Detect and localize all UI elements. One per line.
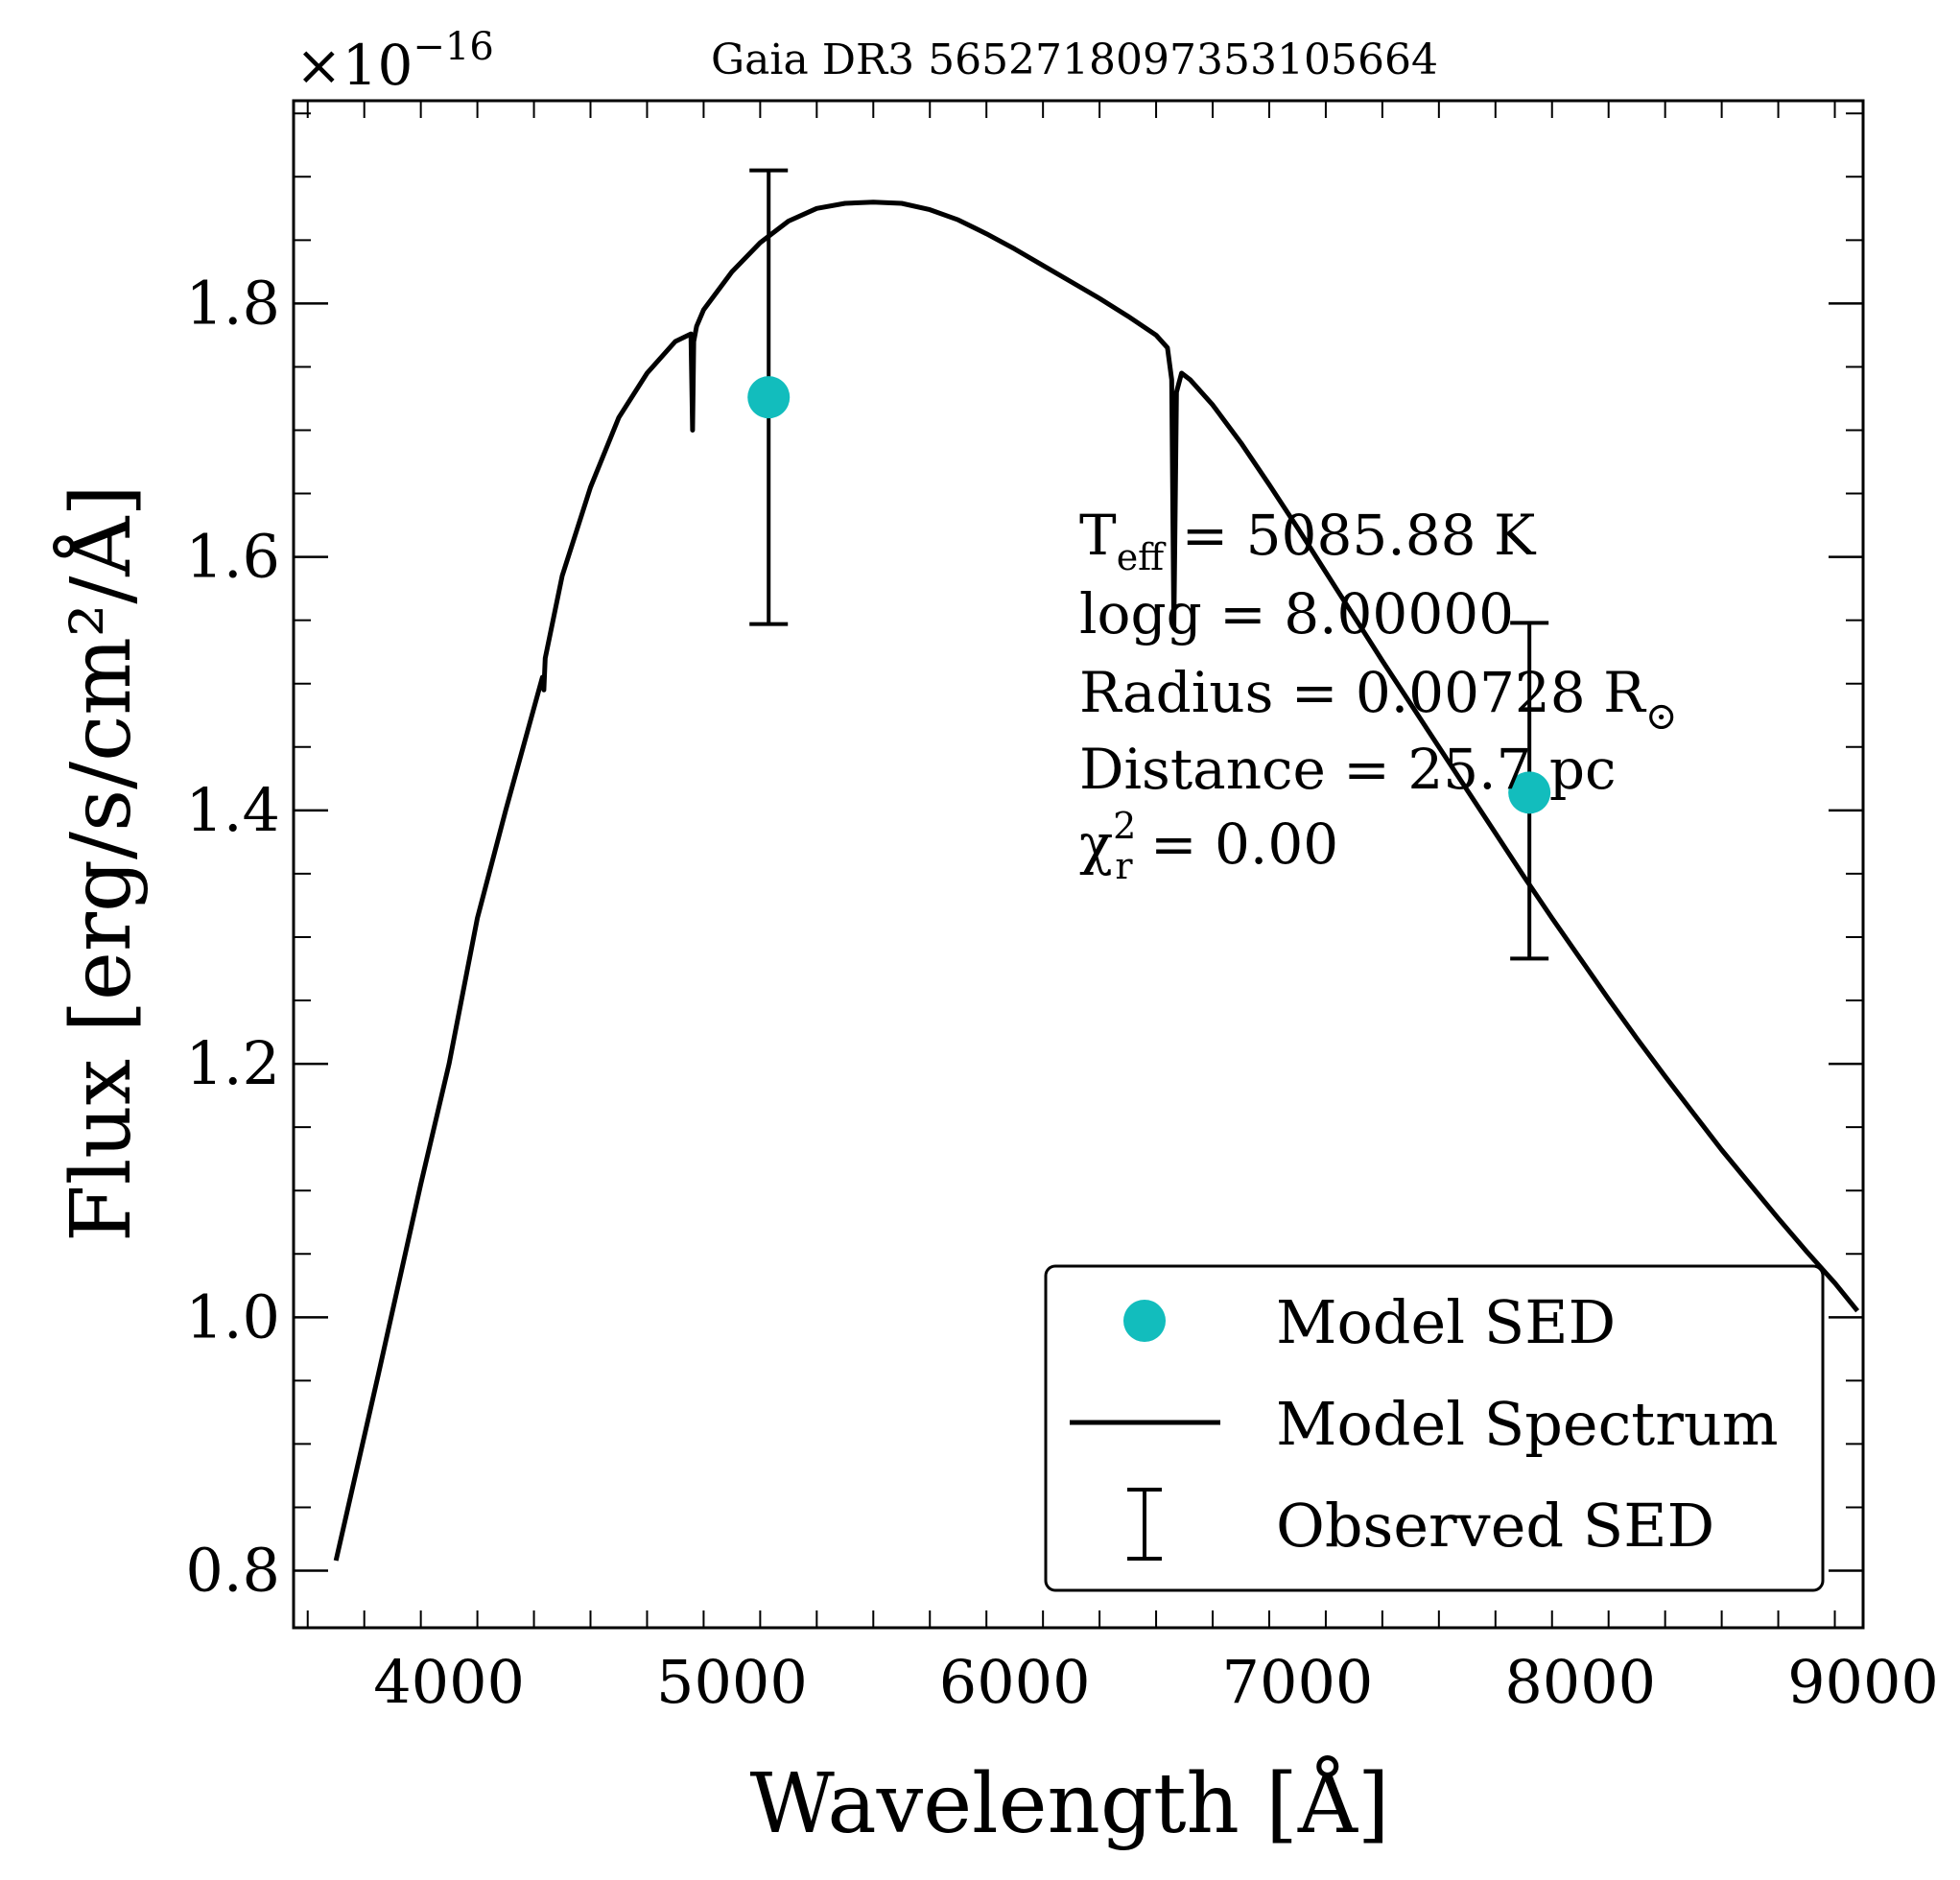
- model-sed-point: [1508, 771, 1551, 814]
- plot-frame: [292, 99, 1865, 1630]
- spectrum-layer: [333, 200, 1860, 1562]
- x-tick-label: 8000: [1504, 1647, 1656, 1717]
- annotation-chi2-sup: 2: [1113, 805, 1136, 847]
- annotation-chi2-value: = 0.00: [1133, 811, 1339, 877]
- model-spectrum-line: [333, 200, 1860, 1562]
- x-tick-label: 9000: [1787, 1647, 1939, 1717]
- legend-marker-model-sed: [1123, 1300, 1166, 1342]
- y-tick-label: 1.4: [185, 775, 280, 845]
- legend-label-model-spectrum: Model Spectrum: [1276, 1389, 1779, 1459]
- y-scale-factor: ×10−16: [295, 25, 494, 98]
- ticks: [294, 101, 1863, 1628]
- annotation-radius-sun: ⊙: [1645, 694, 1678, 739]
- annotation-chi2-sub: r: [1115, 845, 1133, 887]
- annotation-teff-symbol: T: [1079, 503, 1117, 568]
- x-tick-label: 7000: [1222, 1647, 1374, 1717]
- annotation-chi2: χ2 r = 0.00: [1079, 805, 1338, 887]
- annotation-chi2-symbol: χ: [1079, 811, 1113, 877]
- y-scale-base: ×10: [295, 33, 413, 98]
- annotation-logg: logg = 8.00000: [1079, 581, 1514, 646]
- y-axis-label: Flux [erg/s/cm²/Å]: [53, 484, 150, 1242]
- legend-box: [1044, 1264, 1825, 1592]
- y-tick-label: 0.8: [185, 1536, 280, 1606]
- x-tick-labels: 4000 5000 6000 7000 8000 9000: [373, 1647, 1939, 1717]
- annotation-teff-sub: eff: [1117, 536, 1167, 578]
- legend-label-model-sed: Model SED: [1276, 1287, 1616, 1357]
- legend-label-observed-sed: Observed SED: [1276, 1491, 1714, 1561]
- y-tick-label: 1.6: [185, 522, 280, 592]
- model-sed-point: [747, 376, 791, 419]
- y-tick-labels: 0.8 1.0 1.2 1.4 1.6 1.8: [185, 268, 280, 1605]
- legend: Model SED Model Spectrum Observed SED: [1044, 1264, 1825, 1592]
- annotation-teff: Teff = 5085.88 K: [1079, 503, 1537, 578]
- y-tick-label: 1.8: [185, 268, 280, 338]
- y-scale-exponent: −16: [413, 25, 493, 69]
- x-axis-label: Wavelength [Å]: [749, 1755, 1389, 1852]
- annotation-teff-value: = 5085.88 K: [1164, 503, 1537, 568]
- legend-marker-observed-sed: [1127, 1488, 1162, 1561]
- y-tick-label: 1.0: [185, 1281, 280, 1351]
- x-tick-label: 5000: [656, 1647, 808, 1717]
- x-tick-label: 4000: [373, 1647, 525, 1717]
- annotation-radius-text: Radius = 0.00728 R: [1079, 660, 1647, 725]
- annotation-distance: Distance = 25.7 pc: [1079, 737, 1617, 802]
- y-tick-label: 1.2: [185, 1028, 280, 1098]
- chart-title: Gaia DR3 5652718097353105664: [711, 35, 1438, 84]
- x-tick-label: 6000: [939, 1647, 1091, 1717]
- points-layer: [747, 376, 1551, 814]
- annotation-radius: Radius = 0.00728 R⊙: [1079, 660, 1677, 739]
- fit-annotations: Teff = 5085.88 K logg = 8.00000 Radius =…: [1079, 503, 1677, 887]
